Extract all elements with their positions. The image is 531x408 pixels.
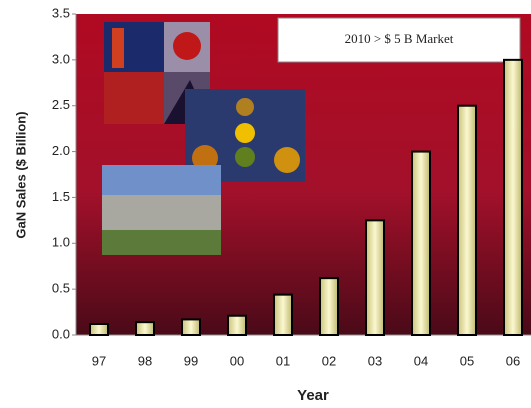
y-axis-title: GaN Sales ($ Billion): [13, 111, 28, 238]
annotation: 2010 > $ 5 B Market: [345, 31, 454, 46]
x-tick-label: 98: [138, 353, 152, 368]
y-tick-label: 1.0: [52, 235, 70, 250]
y-tick-label: 2.5: [52, 97, 70, 112]
x-tick-label: 97: [92, 353, 106, 368]
x-tick-label: 05: [460, 353, 474, 368]
photos: [102, 22, 305, 255]
x-tick-label: 99: [184, 353, 198, 368]
y-tick-label: 3.0: [52, 51, 70, 66]
bar: [411, 150, 431, 336]
y-tick-label: 0.5: [52, 281, 70, 296]
bar: [457, 104, 477, 337]
x-tick-label: 03: [368, 353, 382, 368]
y-tick-label: 2.0: [52, 143, 70, 158]
x-tick-label: 01: [276, 353, 290, 368]
bar: [227, 314, 247, 336]
bar: [89, 322, 109, 337]
bar: [135, 321, 155, 337]
bar: [365, 219, 385, 337]
x-tick-label: 00: [230, 353, 244, 368]
annotation-box: [277, 17, 521, 63]
bar: [273, 293, 293, 337]
y-tick-label: 0.0: [52, 326, 70, 341]
x-tick-label: 02: [322, 353, 336, 368]
bar: [503, 58, 523, 336]
y-tick-label: 1.5: [52, 189, 70, 204]
x-tick-label: 06: [506, 353, 520, 368]
bar: [319, 277, 339, 337]
x-tick-label: 04: [414, 353, 428, 368]
bar: [181, 318, 201, 336]
x-axis-title: Year: [297, 387, 329, 404]
y-tick-label: 3.5: [52, 5, 70, 20]
